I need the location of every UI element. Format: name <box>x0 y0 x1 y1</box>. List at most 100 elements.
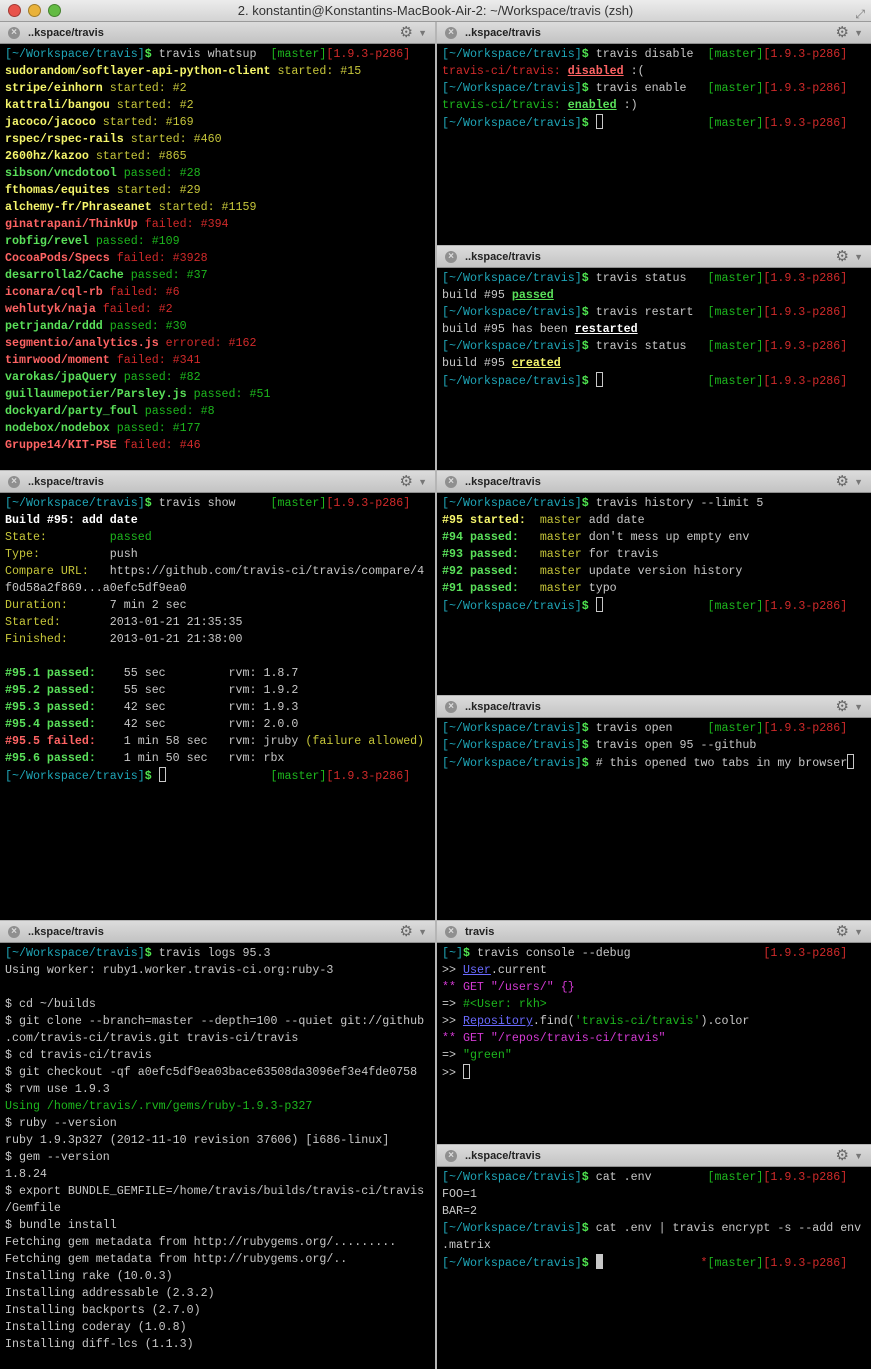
chevron-down-icon[interactable]: ▼ <box>854 1151 863 1161</box>
terminal-line: #95.5 failed: 1 min 58 sec rvm: jruby (f… <box>5 733 430 750</box>
minimize-window-button[interactable] <box>28 4 41 17</box>
output-text: #95.2 passed: <box>5 684 96 697</box>
output-text: $ export BUNDLE_GEMFILE=/home/travis/bui… <box>5 1185 425 1198</box>
terminal-line: Duration: 7 min 2 sec <box>5 597 430 614</box>
output-text: started: #1159 <box>151 201 257 214</box>
terminal-pane-history[interactable]: × ..kspace/travis ⚙ ▼ [~/Workspace/travi… <box>437 471 871 695</box>
close-pane-icon[interactable]: × <box>445 1150 457 1162</box>
terminal-pane-status[interactable]: × ..kspace/travis ⚙ ▼ [~/Workspace/travi… <box>437 246 871 470</box>
pane-title: ..kspace/travis <box>465 476 541 488</box>
terminal-output[interactable]: [~]$ travis console --debug [1.9.3-p286]… <box>437 943 871 1081</box>
gear-icon[interactable]: ⚙ <box>835 473 849 490</box>
fullscreen-arrows-icon[interactable]: ⤢ <box>855 7 865 21</box>
output-text: #91 passed: <box>442 582 519 595</box>
zoom-window-button[interactable] <box>48 4 61 17</box>
close-pane-icon[interactable]: × <box>445 476 457 488</box>
output-text: Compare URL: <box>5 565 110 578</box>
close-pane-icon[interactable]: × <box>445 926 457 938</box>
terminal-output[interactable]: [~/Workspace/travis]$ travis disable [ma… <box>437 44 871 131</box>
output-text: travis open <box>588 722 708 735</box>
chevron-down-icon[interactable]: ▼ <box>418 477 427 487</box>
output-text: errored: #162 <box>158 337 257 350</box>
terminal-pane-open[interactable]: × ..kspace/travis ⚙ ▼ [~/Workspace/travi… <box>437 696 871 920</box>
output-text: passed: #28 <box>116 167 201 180</box>
gear-icon[interactable]: ⚙ <box>399 923 413 940</box>
terminal-output[interactable]: [~/Workspace/travis]$ travis open [maste… <box>437 718 871 771</box>
gear-icon[interactable]: ⚙ <box>835 24 849 41</box>
output-text: /Gemfile <box>5 1202 61 1215</box>
close-pane-icon[interactable]: × <box>8 27 20 39</box>
close-window-button[interactable] <box>8 4 21 17</box>
chevron-down-icon[interactable]: ▼ <box>854 252 863 262</box>
terminal-line: [~/Workspace/travis]$ *[master][1.9.3-p2… <box>442 1254 866 1271</box>
output-text: #<User: rkh> <box>462 998 547 1011</box>
close-pane-icon[interactable]: × <box>8 476 20 488</box>
terminal-pane-show[interactable]: × ..kspace/travis ⚙ ▼ [~/Workspace/travi… <box>0 471 435 920</box>
gear-icon[interactable]: ⚙ <box>835 698 849 715</box>
terminal-pane-enable[interactable]: × ..kspace/travis ⚙ ▼ [~/Workspace/travi… <box>437 22 871 245</box>
terminal-output[interactable]: [~/Workspace/travis]$ travis show [maste… <box>0 493 435 784</box>
output-text: $ cd ~/builds <box>5 998 96 1011</box>
terminal-pane-whatsup[interactable]: × ..kspace/travis ⚙ ▼ [~/Workspace/travi… <box>0 22 435 470</box>
gear-icon[interactable]: ⚙ <box>835 1147 849 1164</box>
gear-icon[interactable]: ⚙ <box>835 248 849 265</box>
output-text: $ cd travis-ci/travis <box>5 1049 152 1062</box>
terminal-line: [~/Workspace/travis]$ travis open [maste… <box>442 720 866 737</box>
cursor <box>462 1064 470 1079</box>
output-text: varokas/jpaQuery <box>5 371 117 384</box>
close-pane-icon[interactable]: × <box>8 926 20 938</box>
terminal-output[interactable]: [~/Workspace/travis]$ travis whatsup [ma… <box>0 44 435 454</box>
output-text: [master] <box>707 117 764 130</box>
pane-header: × travis ⚙ ▼ <box>437 921 871 943</box>
chevron-down-icon[interactable]: ▼ <box>854 28 863 38</box>
terminal-output[interactable]: [~/Workspace/travis]$ travis logs 95.3 Us… <box>0 943 435 1353</box>
output-text: Using /home/travis/.rvm/gems/ruby-1.9.3-… <box>5 1100 313 1113</box>
terminal-line: $ ruby --version <box>5 1115 430 1132</box>
title-bar: 2. konstantin@Konstantins-MacBook-Air-2:… <box>0 0 871 22</box>
output-text: User <box>462 964 491 977</box>
prompt-symbol: $ <box>144 497 152 510</box>
output-text: passed: #37 <box>123 269 208 282</box>
output-text: travis disable <box>588 48 708 61</box>
terminal-line: Build #95: add date <box>5 512 430 529</box>
output-text: failed: #6 <box>102 286 180 299</box>
gear-icon[interactable]: ⚙ <box>835 923 849 940</box>
chevron-down-icon[interactable]: ▼ <box>854 477 863 487</box>
terminal-pane-logs[interactable]: × ..kspace/travis ⚙ ▼ [~/Workspace/travi… <box>0 921 435 1369</box>
terminal-line: $ cd travis-ci/travis <box>5 1047 430 1064</box>
gear-icon[interactable]: ⚙ <box>399 473 413 490</box>
prompt-path: [~/Workspace/travis] <box>442 757 582 770</box>
output-text: desarrolla2/Cache <box>5 269 124 282</box>
output-text: [1.9.3-p286] <box>763 722 848 735</box>
terminal-line: ginatrapani/ThinkUp failed: #394 <box>5 216 430 233</box>
output-text: started: #29 <box>109 184 201 197</box>
close-pane-icon[interactable]: × <box>445 27 457 39</box>
terminal-line <box>5 648 430 665</box>
chevron-down-icon[interactable]: ▼ <box>854 927 863 937</box>
output-text <box>603 117 708 130</box>
pane-header: × ..kspace/travis ⚙ ▼ <box>437 471 871 493</box>
terminal-line: petrjanda/rddd passed: #30 <box>5 318 430 335</box>
output-text: started: #2 <box>109 99 194 112</box>
prompt-symbol: $ <box>581 375 589 388</box>
pane-header: × ..kspace/travis ⚙ ▼ <box>0 471 435 493</box>
close-pane-icon[interactable]: × <box>445 701 457 713</box>
terminal-output[interactable]: [~/Workspace/travis]$ cat .env [master][… <box>437 1167 871 1271</box>
terminal-line: #93 passed: master for travis <box>442 546 866 563</box>
output-text: restarted <box>574 323 638 336</box>
terminal-output[interactable]: [~/Workspace/travis]$ travis status [mas… <box>437 268 871 389</box>
output-text: travis show <box>151 497 271 510</box>
chevron-down-icon[interactable]: ▼ <box>418 927 427 937</box>
output-text: [master] <box>270 48 327 61</box>
terminal-output[interactable]: [~/Workspace/travis]$ travis history --l… <box>437 493 871 614</box>
output-text <box>152 770 159 783</box>
cursor <box>158 767 166 782</box>
terminal-pane-console[interactable]: × travis ⚙ ▼ [~]$ travis console --debug… <box>437 921 871 1144</box>
close-pane-icon[interactable]: × <box>445 251 457 263</box>
chevron-down-icon[interactable]: ▼ <box>418 28 427 38</box>
terminal-pane-encrypt[interactable]: × ..kspace/travis ⚙ ▼ [~/Workspace/travi… <box>437 1145 871 1369</box>
output-text: ginatrapani/ThinkUp <box>5 218 138 231</box>
chevron-down-icon[interactable]: ▼ <box>854 702 863 712</box>
gear-icon[interactable]: ⚙ <box>399 24 413 41</box>
